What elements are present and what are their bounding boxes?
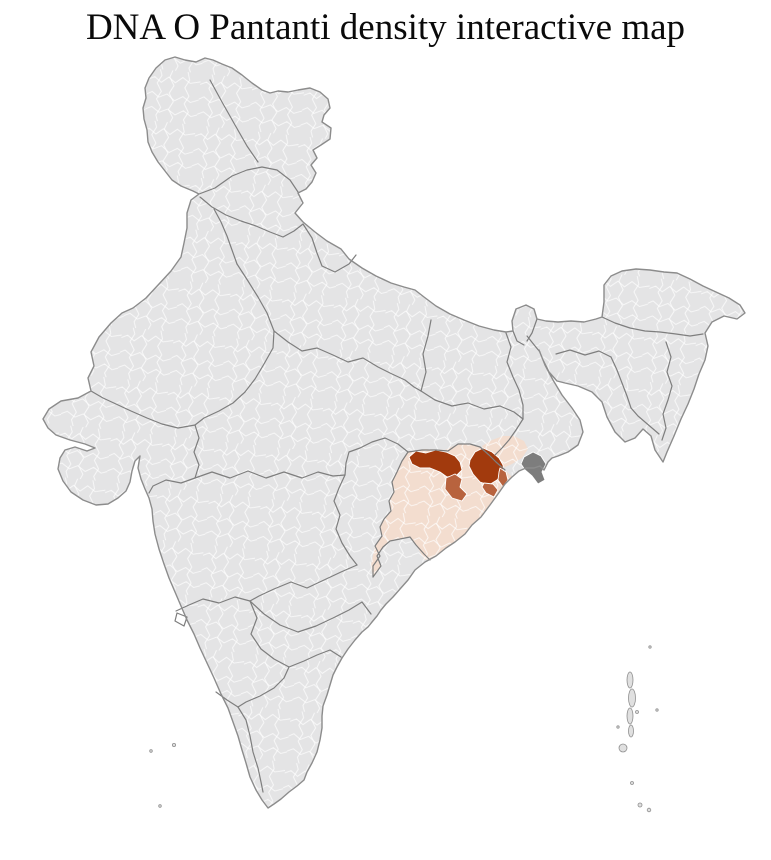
- map-title: DNA O Pantanti density interactive map: [85, 7, 686, 48]
- choropleth-high-group[interactable]: [408, 447, 547, 502]
- andaman-nicobar-islands[interactable]: [616, 645, 659, 813]
- state-borders: [90, 79, 704, 793]
- india-outline: [42, 56, 746, 809]
- district-medium-central[interactable]: [444, 473, 468, 502]
- district-medium-south-tail[interactable]: [481, 482, 499, 498]
- lakshadweep-islands[interactable]: [149, 743, 176, 808]
- district-high-west[interactable]: [408, 449, 463, 478]
